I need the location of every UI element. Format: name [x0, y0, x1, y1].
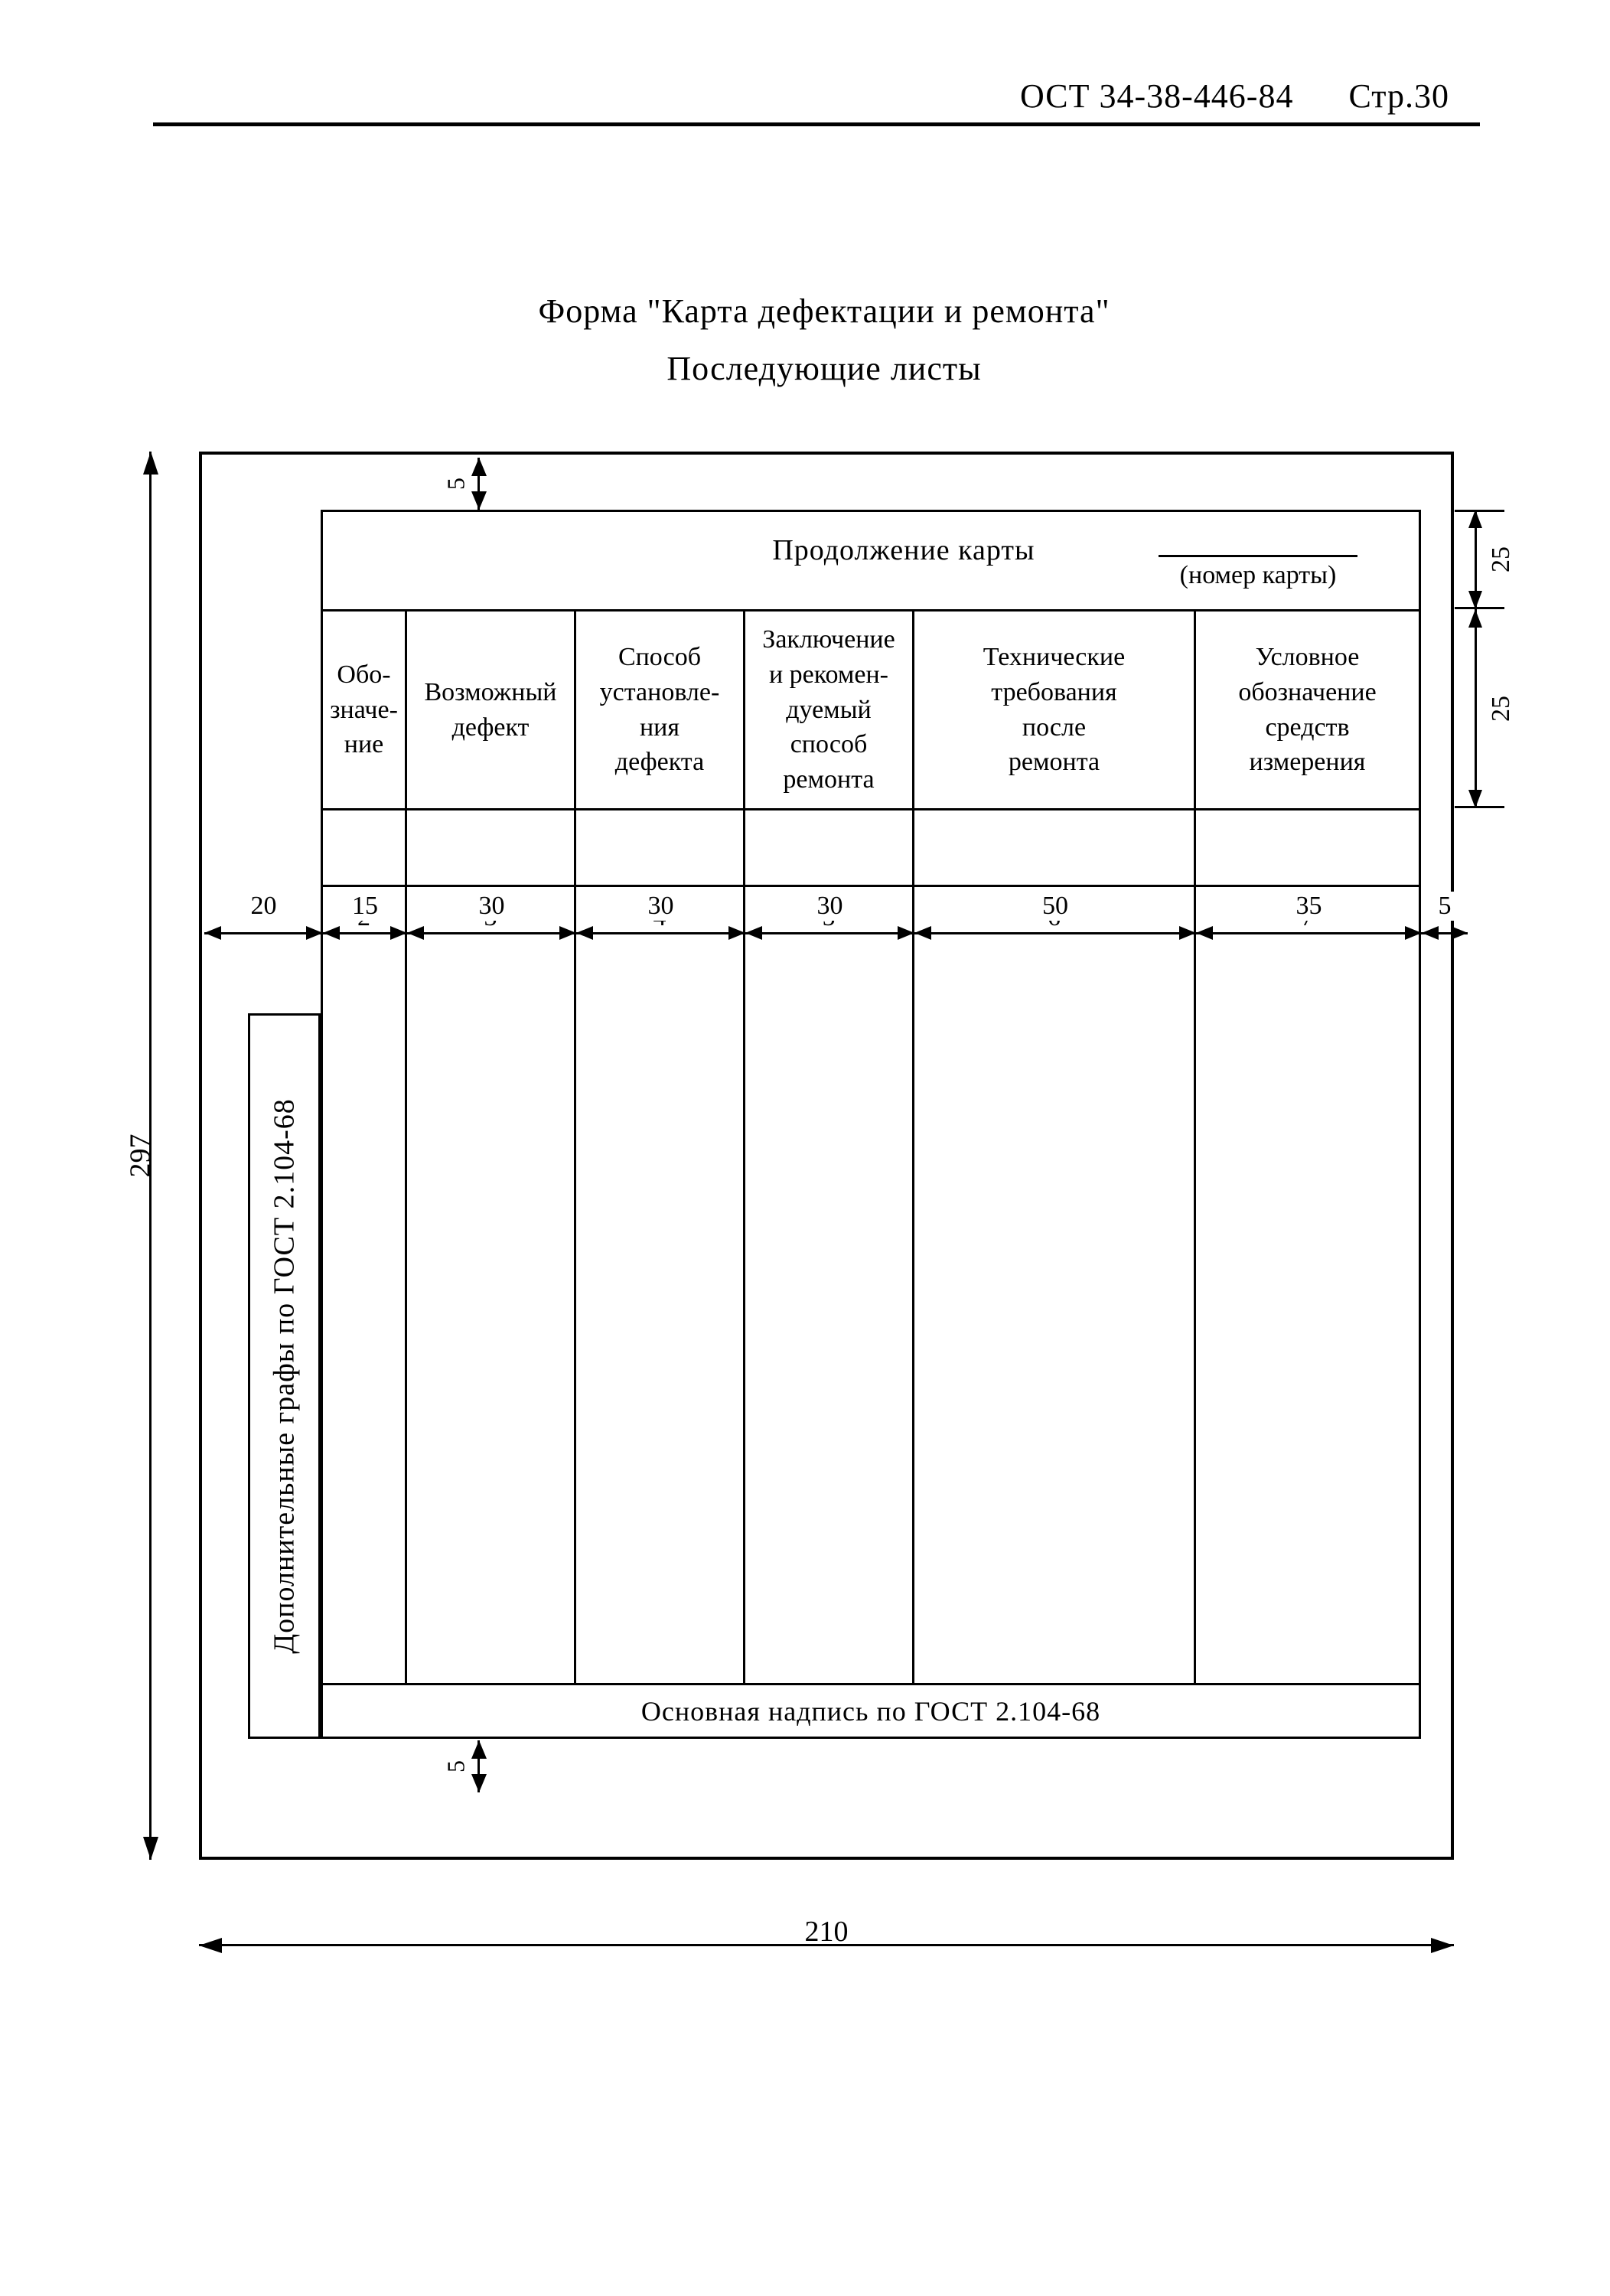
- outer-frame: 5 5 25 25 Дополнительные графы по ГОСТ 2…: [199, 452, 1454, 1860]
- spacer-5: [745, 810, 914, 885]
- col-idx-5: 5: [745, 887, 914, 948]
- dim-bottom-margin: 5: [455, 1740, 500, 1792]
- body-col-5: [745, 948, 914, 1683]
- spacer-row: [323, 810, 1419, 887]
- dim-width-value: 210: [805, 1915, 849, 1949]
- col-idx-7: 7: [1196, 887, 1419, 948]
- spacer-6: [914, 810, 1196, 885]
- col-head-3: Возможныйдефект: [407, 612, 576, 808]
- col-idx-3: 3: [407, 887, 576, 948]
- col-head-5: Заключениеи рекомен-дуемыйспособремонта: [745, 612, 914, 808]
- page: ОСТ 34-38-446-84 Стр.30 Форма "Карта деф…: [0, 0, 1610, 2296]
- dim-height-value: 297: [124, 1134, 158, 1178]
- dim-bottom-margin-value: 5: [442, 1760, 471, 1773]
- table-body: [323, 948, 1419, 1683]
- inner-frame: Продолжение карты (номер карты) Обо-знач…: [321, 510, 1421, 1739]
- body-col-7: [1196, 948, 1419, 1683]
- dim-seg-5: 5: [1422, 918, 1468, 948]
- drawing: 297 5 5 25 25: [199, 452, 1454, 1860]
- page-header: ОСТ 34-38-446-84 Стр.30: [1020, 77, 1449, 116]
- dim-top-margin-value: 5: [442, 478, 471, 490]
- title-block-footer: Основная надпись по ГОСТ 2.104-68: [323, 1683, 1419, 1737]
- dim-20: 20: [248, 892, 280, 921]
- col-head-4: Способустановле-ниядефекта: [576, 612, 745, 808]
- spacer-7: [1196, 810, 1419, 885]
- body-col-3: [407, 948, 576, 1683]
- col-idx-4: 4: [576, 887, 745, 948]
- col-head-7: Условноеобозначениесредствизмерения: [1196, 612, 1419, 808]
- dim-width: 210: [199, 1921, 1454, 1967]
- header-rule: [153, 122, 1480, 126]
- column-index-row: 2 3 4 5 6 7: [323, 887, 1419, 948]
- col-idx-6: 6: [914, 887, 1196, 948]
- continuation-row: Продолжение карты (номер карты): [323, 512, 1419, 612]
- dim-height: 297: [126, 452, 172, 1860]
- spacer-3: [407, 810, 576, 885]
- footer-text: Основная надпись по ГОСТ 2.104-68: [641, 1695, 1100, 1727]
- col-head-6: Техническиетребованияпослеремонта: [914, 612, 1196, 808]
- side-strip: Дополнительные графы по ГОСТ 2.104-68: [248, 1013, 321, 1739]
- body-col-6: [914, 948, 1196, 1683]
- spacer-2: [323, 810, 407, 885]
- side-strip-text: Дополнительные графы по ГОСТ 2.104-68: [268, 1098, 301, 1653]
- dim-row2-value: 25: [1487, 696, 1516, 722]
- dim-row1-height: 25: [1455, 510, 1497, 609]
- title-line1: Форма "Карта дефектации и ремонта": [153, 283, 1495, 341]
- title-block: Форма "Карта дефектации и ремонта" После…: [153, 283, 1495, 398]
- card-number-line: [1159, 555, 1357, 557]
- title-line2: Последующие листы: [153, 341, 1495, 398]
- dim-row2-height: 25: [1455, 609, 1497, 808]
- body-col-2: [323, 948, 407, 1683]
- dim-seg-20: 20: [204, 918, 323, 948]
- doc-code: ОСТ 34-38-446-84: [1020, 77, 1294, 115]
- dim-row1-value: 25: [1487, 546, 1516, 572]
- card-number-hint: (номер карты): [1159, 561, 1357, 590]
- page-number: Стр.30: [1348, 77, 1449, 115]
- spacer-4: [576, 810, 745, 885]
- col-head-2: Обо-значе-ние: [323, 612, 407, 808]
- column-header-row: Обо-значе-ние Возможныйдефект Способуста…: [323, 612, 1419, 810]
- dim-5r: 5: [1436, 892, 1455, 921]
- body-col-4: [576, 948, 745, 1683]
- col-idx-2: 2: [323, 887, 407, 948]
- dim-top-margin: 5: [455, 458, 500, 510]
- continuation-label: Продолжение карты: [772, 533, 1035, 567]
